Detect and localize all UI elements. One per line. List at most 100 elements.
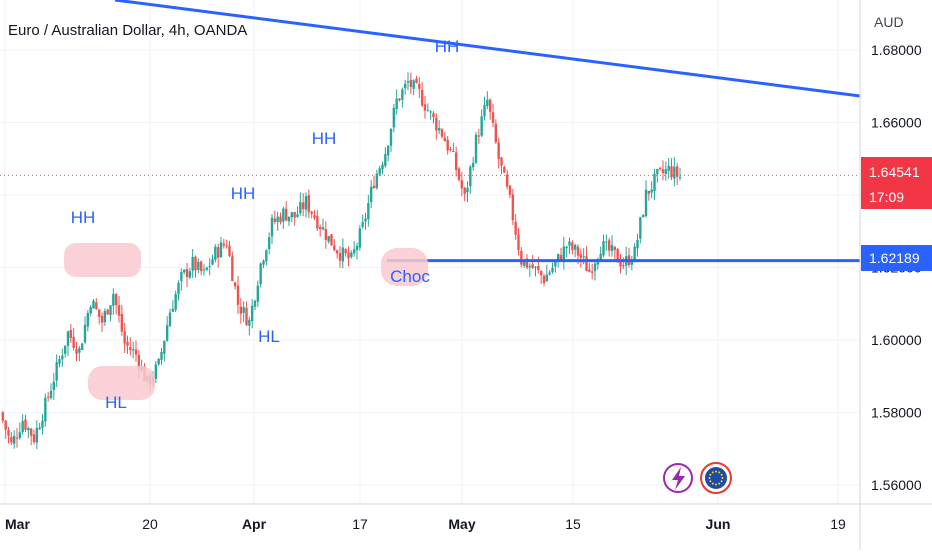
- candle-body: [508, 185, 512, 195]
- candle-body: [129, 347, 132, 351]
- last-price-value: 1.64541: [869, 164, 920, 180]
- candle-body: [7, 430, 10, 436]
- candle-body: [675, 166, 679, 177]
- candle-body: [667, 165, 670, 171]
- candle-body: [576, 246, 580, 256]
- candle-body: [418, 83, 421, 89]
- time-tick-label: May: [448, 516, 475, 532]
- candle-body: [293, 211, 296, 218]
- candle-body: [58, 359, 61, 364]
- candle-body: [301, 202, 305, 210]
- candle-body: [157, 358, 160, 365]
- candle-body: [228, 245, 231, 257]
- candle-body: [163, 340, 166, 354]
- candle-body: [197, 261, 200, 270]
- candle-body: [650, 189, 653, 193]
- time-axis[interactable]: Mar 20 Apr 17 May 15 Jun 19: [0, 503, 932, 532]
- candle-body: [602, 241, 605, 256]
- candle-body: [52, 381, 56, 391]
- candle-body: [415, 78, 418, 83]
- candle-body: [55, 362, 58, 381]
- price-tick-label: 1.68000: [871, 42, 922, 58]
- candle-body: [367, 203, 370, 220]
- candle-body: [466, 187, 469, 193]
- candle-body: [29, 428, 33, 436]
- candle-body: [520, 250, 523, 265]
- candle-body: [134, 349, 138, 355]
- candle-body: [335, 250, 339, 254]
- candle-body: [86, 312, 90, 327]
- candle-body: [613, 246, 617, 251]
- candle-body: [545, 274, 549, 282]
- candle-body: [406, 81, 410, 83]
- time-tick-label: Apr: [242, 516, 267, 532]
- candle-body: [21, 421, 24, 433]
- candle-body: [534, 266, 537, 268]
- lightning-icon[interactable]: [663, 463, 693, 493]
- time-tick-label: 19: [830, 516, 846, 532]
- candle-body: [256, 285, 260, 302]
- price-tick-label: 1.56000: [871, 477, 922, 493]
- candle-body: [426, 110, 430, 112]
- candle-body: [435, 117, 438, 131]
- candle-body: [4, 420, 7, 430]
- price-axis[interactable]: 1.680001.660001.640001.620001.600001.580…: [859, 0, 932, 550]
- candle-body: [585, 256, 588, 271]
- candle-body: [202, 269, 206, 271]
- axis-currency-label[interactable]: AUD: [874, 14, 904, 30]
- candle-body: [250, 305, 254, 322]
- annotation-label: Choc: [390, 267, 430, 286]
- candle-body: [389, 128, 393, 146]
- candle-body: [556, 253, 560, 262]
- candle-body: [440, 129, 444, 137]
- candle-body: [287, 216, 291, 222]
- candle-body: [381, 164, 384, 170]
- candle-body: [443, 137, 447, 142]
- candle-body: [656, 169, 659, 175]
- candle-body: [182, 269, 186, 273]
- candle-body: [483, 104, 486, 117]
- candle-body: [364, 218, 367, 222]
- candle-body: [488, 99, 492, 112]
- candle-body: [83, 324, 87, 343]
- candle-body: [361, 222, 364, 227]
- candle-body: [571, 242, 574, 251]
- candle-body: [80, 343, 84, 350]
- candle-body: [457, 168, 461, 180]
- candle-body: [588, 269, 591, 272]
- candle-body: [324, 229, 328, 240]
- candle-body: [216, 247, 220, 258]
- trendline[interactable]: [114, 0, 861, 98]
- candle-body: [171, 308, 175, 312]
- candle-body: [92, 300, 95, 309]
- candle-body: [573, 244, 577, 250]
- candle-body: [290, 212, 294, 218]
- candle-body: [222, 243, 226, 246]
- candle-body: [636, 239, 639, 249]
- candle-body: [233, 282, 237, 287]
- candle-body: [245, 307, 248, 326]
- candle-body: [327, 235, 330, 242]
- candle-body: [644, 189, 648, 217]
- candle-body: [316, 216, 319, 229]
- candle-body: [593, 263, 597, 272]
- candle-body: [109, 305, 112, 315]
- highlight-zone: [64, 243, 141, 277]
- candle-body: [344, 249, 347, 254]
- candle-body: [100, 315, 104, 323]
- candle-body: [347, 252, 350, 259]
- candle-body: [630, 261, 634, 265]
- candle-body: [463, 187, 466, 194]
- candle-body: [511, 194, 515, 221]
- candle-body: [409, 80, 413, 88]
- candle-body: [284, 208, 288, 221]
- eu-flag-icon[interactable]: [700, 462, 732, 494]
- candle-body: [531, 264, 534, 268]
- candle-body: [503, 166, 506, 173]
- last-price-badge: [861, 157, 932, 209]
- candle-body: [525, 258, 529, 268]
- candle-body: [619, 261, 622, 267]
- candle-body: [639, 217, 642, 239]
